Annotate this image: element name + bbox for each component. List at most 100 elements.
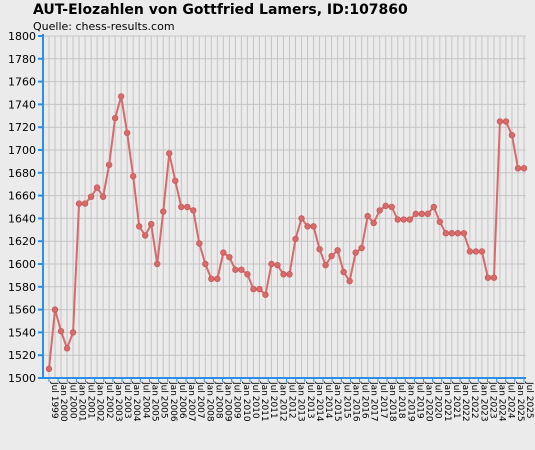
data-point — [292, 235, 299, 243]
x-tick-label: Jul 2016 — [360, 381, 370, 419]
data-point — [268, 260, 275, 268]
data-point — [45, 365, 53, 373]
data-point — [412, 210, 419, 218]
x-tick-label: Jul 2024 — [506, 381, 516, 419]
data-point — [208, 275, 215, 283]
x-tick-label: Jul 2002 — [104, 381, 114, 419]
data-point — [340, 268, 347, 276]
x-tick-label: Jul 2001 — [86, 381, 96, 419]
x-tick-label: Jul 2005 — [159, 381, 169, 419]
y-tick-label: 1800 — [8, 30, 36, 43]
y-tick-label: 1680 — [8, 167, 36, 180]
data-point — [172, 177, 179, 184]
data-point — [490, 274, 498, 281]
y-tick-label: 1600 — [8, 258, 36, 271]
data-point — [160, 208, 167, 215]
x-tick-label: Jan 2007 — [186, 381, 196, 422]
x-tick-label: Jul 2007 — [195, 381, 205, 419]
x-tick-label: Jan 2005 — [149, 381, 159, 422]
data-point — [220, 249, 227, 256]
data-point — [87, 193, 95, 200]
data-point — [430, 203, 438, 211]
x-tick-label: Jul 2008 — [213, 381, 223, 419]
chart-title: AUT-Elozahlen von Gottfried Lamers, ID:1… — [33, 2, 408, 18]
data-point — [460, 230, 468, 237]
x-tick-label: Jan 2000 — [58, 381, 68, 422]
x-tick-labels: Jul 1999 Jan 2000 Jul 2000 Jan 2001 Jul 2001… — [49, 381, 534, 422]
x-tick-label: Jul 2011 — [268, 381, 278, 419]
x-tick-label: Jan 2008 — [204, 381, 214, 422]
x-tick-label: Jul 2000 — [67, 381, 77, 419]
data-point — [51, 306, 59, 313]
x-tick-label: Jan 2013 — [296, 381, 306, 422]
y-tick-label: 1720 — [8, 121, 36, 134]
x-tick-label: Jan 2023 — [478, 381, 488, 422]
data-point — [370, 219, 377, 227]
y-tick-label: 1760 — [8, 76, 36, 89]
data-point — [142, 232, 149, 239]
data-point — [75, 200, 83, 207]
x-tick-label: Jan 2021 — [442, 381, 452, 422]
x-tick-label: Jan 2020 — [424, 381, 434, 422]
data-point — [394, 216, 401, 223]
x-tick-label: Jul 2003 — [122, 381, 132, 419]
data-point — [178, 203, 185, 211]
y-tick-label: 1740 — [8, 98, 36, 111]
data-point — [274, 261, 281, 269]
y-tick-label: 1620 — [8, 235, 36, 248]
data-point — [406, 216, 413, 223]
data-point — [99, 193, 107, 200]
data-point — [238, 266, 245, 273]
data-point — [298, 215, 305, 222]
series-elo — [45, 93, 528, 373]
data-point — [286, 271, 293, 278]
y-tick-labels: 1500 1520 1540 1560 1580 1600 1620 1640 1660 1680… — [8, 30, 36, 385]
data-point — [322, 261, 329, 269]
data-point — [148, 220, 155, 228]
x-tick-label: Jan 2006 — [168, 381, 178, 422]
data-point — [63, 345, 71, 352]
y-tick-label: 1700 — [8, 144, 36, 157]
x-tick-label: Jan 2011 — [259, 381, 269, 422]
x-tick-label: Jul 2017 — [378, 381, 388, 419]
x-tick-label: Jan 2017 — [369, 381, 379, 422]
data-point — [304, 223, 311, 230]
x-tick-label: Jul 2019 — [414, 381, 424, 419]
data-point — [376, 207, 383, 214]
data-point — [129, 173, 137, 180]
x-tick-label: Jan 2001 — [76, 381, 86, 422]
data-point — [382, 202, 389, 210]
data-point — [226, 253, 233, 261]
x-tick-label: Jan 2019 — [405, 381, 415, 422]
data-point — [352, 249, 359, 256]
axes — [38, 34, 526, 382]
x-tick-label: Jul 2025 — [524, 381, 534, 419]
data-point — [478, 248, 486, 255]
data-point — [93, 184, 101, 191]
x-tick-label: Jan 2015 — [332, 381, 342, 422]
data-point — [472, 248, 480, 255]
x-tick-label: Jan 2014 — [314, 381, 324, 422]
data-point — [310, 223, 317, 230]
data-point — [436, 218, 444, 226]
x-tick-label: Jan 2012 — [277, 381, 287, 422]
x-tick-label: Jul 2020 — [433, 381, 443, 419]
x-tick-label: Jul 2022 — [469, 381, 479, 419]
y-tick-label: 1580 — [8, 281, 36, 294]
data-point — [111, 114, 119, 122]
y-tick-label: 1780 — [8, 53, 36, 66]
data-point — [388, 203, 395, 211]
x-tick-label: Jul 2012 — [287, 381, 297, 419]
x-tick-label: Jul 2015 — [341, 381, 351, 419]
x-tick-label: Jan 2009 — [223, 381, 233, 422]
data-point — [328, 252, 335, 260]
x-tick-label: Jan 2022 — [460, 381, 470, 422]
data-point — [346, 277, 353, 285]
data-point — [135, 223, 143, 230]
x-tick-label: Jan 2016 — [350, 381, 360, 422]
x-tick-label: Jan 2004 — [131, 381, 141, 422]
x-tick-label: Jul 2014 — [323, 381, 333, 419]
data-point — [184, 203, 191, 211]
x-tick-label: Jan 2025 — [515, 381, 525, 422]
data-point — [316, 245, 323, 253]
